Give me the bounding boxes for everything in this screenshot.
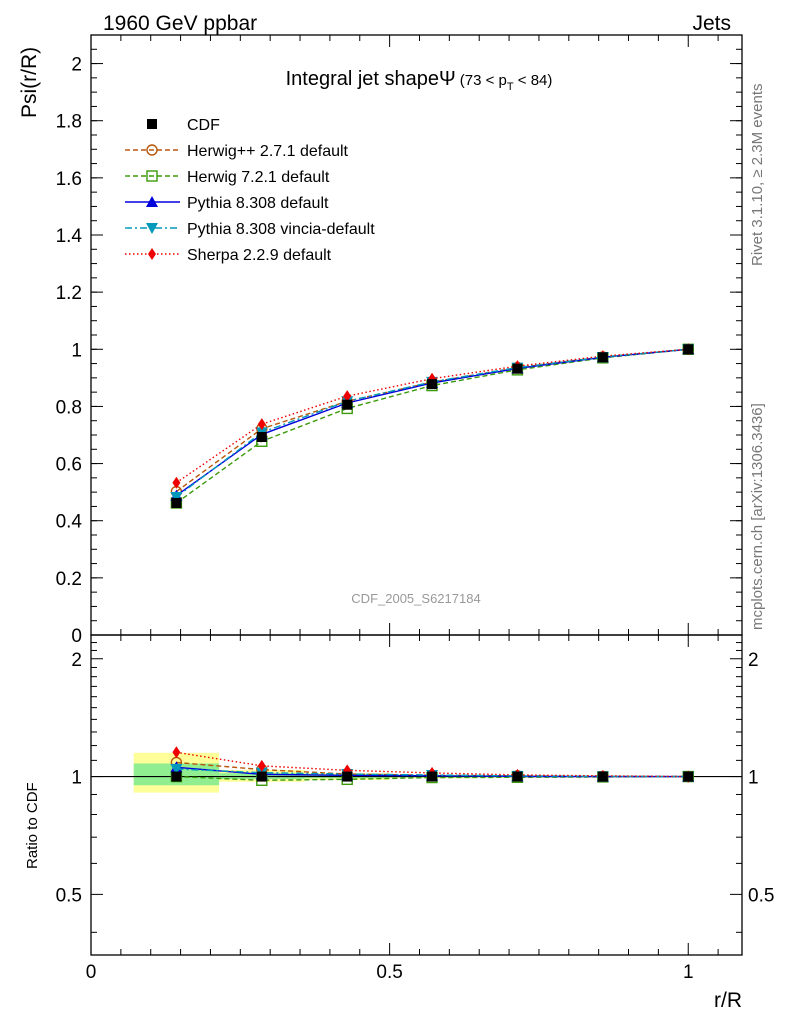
legend-marker: [146, 196, 158, 207]
mcplots-label: mcplots.cern.ch [arXiv:1306.3436]: [749, 403, 766, 630]
legend-item: Pythia 8.308 vincia-default: [125, 221, 375, 238]
ratio-y-tick-label-right: 1: [748, 768, 759, 789]
legend-label: Sherpa 2.2.9 default: [187, 247, 332, 264]
y-tick-label: 0: [71, 626, 82, 647]
legend-item: CDF: [147, 117, 220, 134]
series-line: [175, 348, 689, 504]
y-tick-label: 0.4: [56, 512, 83, 533]
legend-label: Pythia 8.308 default: [187, 195, 329, 212]
series-line: [175, 348, 689, 498]
data-point: [256, 432, 267, 442]
legend-item: Sherpa 2.2.9 default: [125, 247, 332, 264]
data-point: [597, 352, 608, 363]
data-point: [257, 418, 266, 431]
y-tick-label: 1.2: [56, 283, 82, 304]
ratio-data-point: [427, 771, 438, 782]
collision-energy-label: 1960 GeV ppbar: [103, 12, 257, 35]
series-line: [175, 348, 689, 497]
ratio-data-point: [597, 771, 608, 782]
legend-marker: [146, 144, 158, 156]
data-point: [342, 399, 353, 410]
ratio-y-tick-label: 0.5: [56, 885, 82, 906]
data-point: [343, 390, 352, 403]
data-point: [512, 363, 523, 374]
ratio-data-point: [170, 764, 183, 776]
legend-label: Herwig 7.2.1 default: [187, 169, 330, 186]
y-tick-label: 0.2: [56, 569, 82, 590]
series-line: [175, 348, 689, 493]
ratio-data-point: [256, 771, 267, 782]
ratio-y-tick-label-right: 0.5: [748, 885, 774, 906]
x-tick-label: 0.5: [376, 962, 402, 983]
data-point: [170, 492, 183, 503]
x-axis-label: r/R: [714, 989, 742, 1012]
process-label: Jets: [692, 12, 731, 35]
legend-marker: [148, 248, 156, 260]
ratio-data-point: [171, 771, 182, 782]
y-tick-label: 2: [71, 55, 82, 76]
legend-label: Herwig++ 2.7.1 default: [187, 143, 349, 160]
ratio-y-tick-label: 2: [71, 650, 82, 671]
data-point: [171, 498, 182, 508]
ratio-data-point: [342, 771, 353, 782]
ratio-plot-frame: [90, 634, 743, 956]
legend-marker: [147, 119, 157, 129]
x-axis-tick-labels: 0 0.5 1: [86, 962, 694, 983]
y-tick-label: 1.4: [56, 226, 83, 247]
legend-item: Herwig++ 2.7.1 default: [125, 143, 349, 160]
chart-title: Integral jet shapeΨ (73 < pT < 84): [286, 68, 553, 93]
y-axis-label: Psi(r/R): [18, 47, 41, 118]
legend-item: Pythia 8.308 default: [125, 195, 329, 212]
ratio-y-axis-label: Ratio to CDF: [24, 782, 41, 869]
data-point: [172, 476, 181, 489]
legend-marker: [146, 223, 158, 234]
ratio-y-tick-label: 1: [71, 768, 82, 789]
analysis-id-label: CDF_2005_S6217184: [351, 591, 480, 606]
series-line: [176, 348, 689, 484]
data-point: [427, 379, 438, 390]
y-tick-label: 1.8: [56, 112, 82, 133]
legend-item: Herwig 7.2.1 default: [125, 169, 330, 186]
main-panel: 0 0.2 0.4 0.6 0.8 1 1.2 1.4 1.6 1.8 2 CDF Herwig++ …: [18, 34, 743, 955]
y-tick-label: 1.6: [56, 169, 82, 190]
x-tick-label: 1: [683, 962, 694, 983]
ratio-y-tick-label-right: 2: [748, 650, 759, 671]
ratio-panel: 0.5 0.5 1 1 2 2 Ratio to CDF: [24, 634, 774, 956]
x-tick-label: 0: [86, 962, 97, 983]
ratio-data-point: [512, 771, 523, 782]
y-tick-label: 0.6: [56, 455, 82, 476]
legend-label: CDF: [187, 117, 220, 134]
legend: CDF Herwig++ 2.7.1 default Herwig 7.2.1 de…: [125, 117, 375, 264]
legend-marker: [146, 170, 158, 182]
data-point: [683, 344, 694, 355]
y-tick-label: 1: [71, 340, 82, 361]
ratio-data-point: [257, 759, 266, 772]
ratio-data-point: [172, 746, 181, 759]
ratio-data-point: [683, 771, 694, 782]
y-tick-label: 0.8: [56, 397, 82, 418]
rivet-version-label: Rivet 3.1.10, ≥ 2.3M events: [749, 84, 766, 267]
legend-label: Pythia 8.308 vincia-default: [187, 221, 375, 238]
